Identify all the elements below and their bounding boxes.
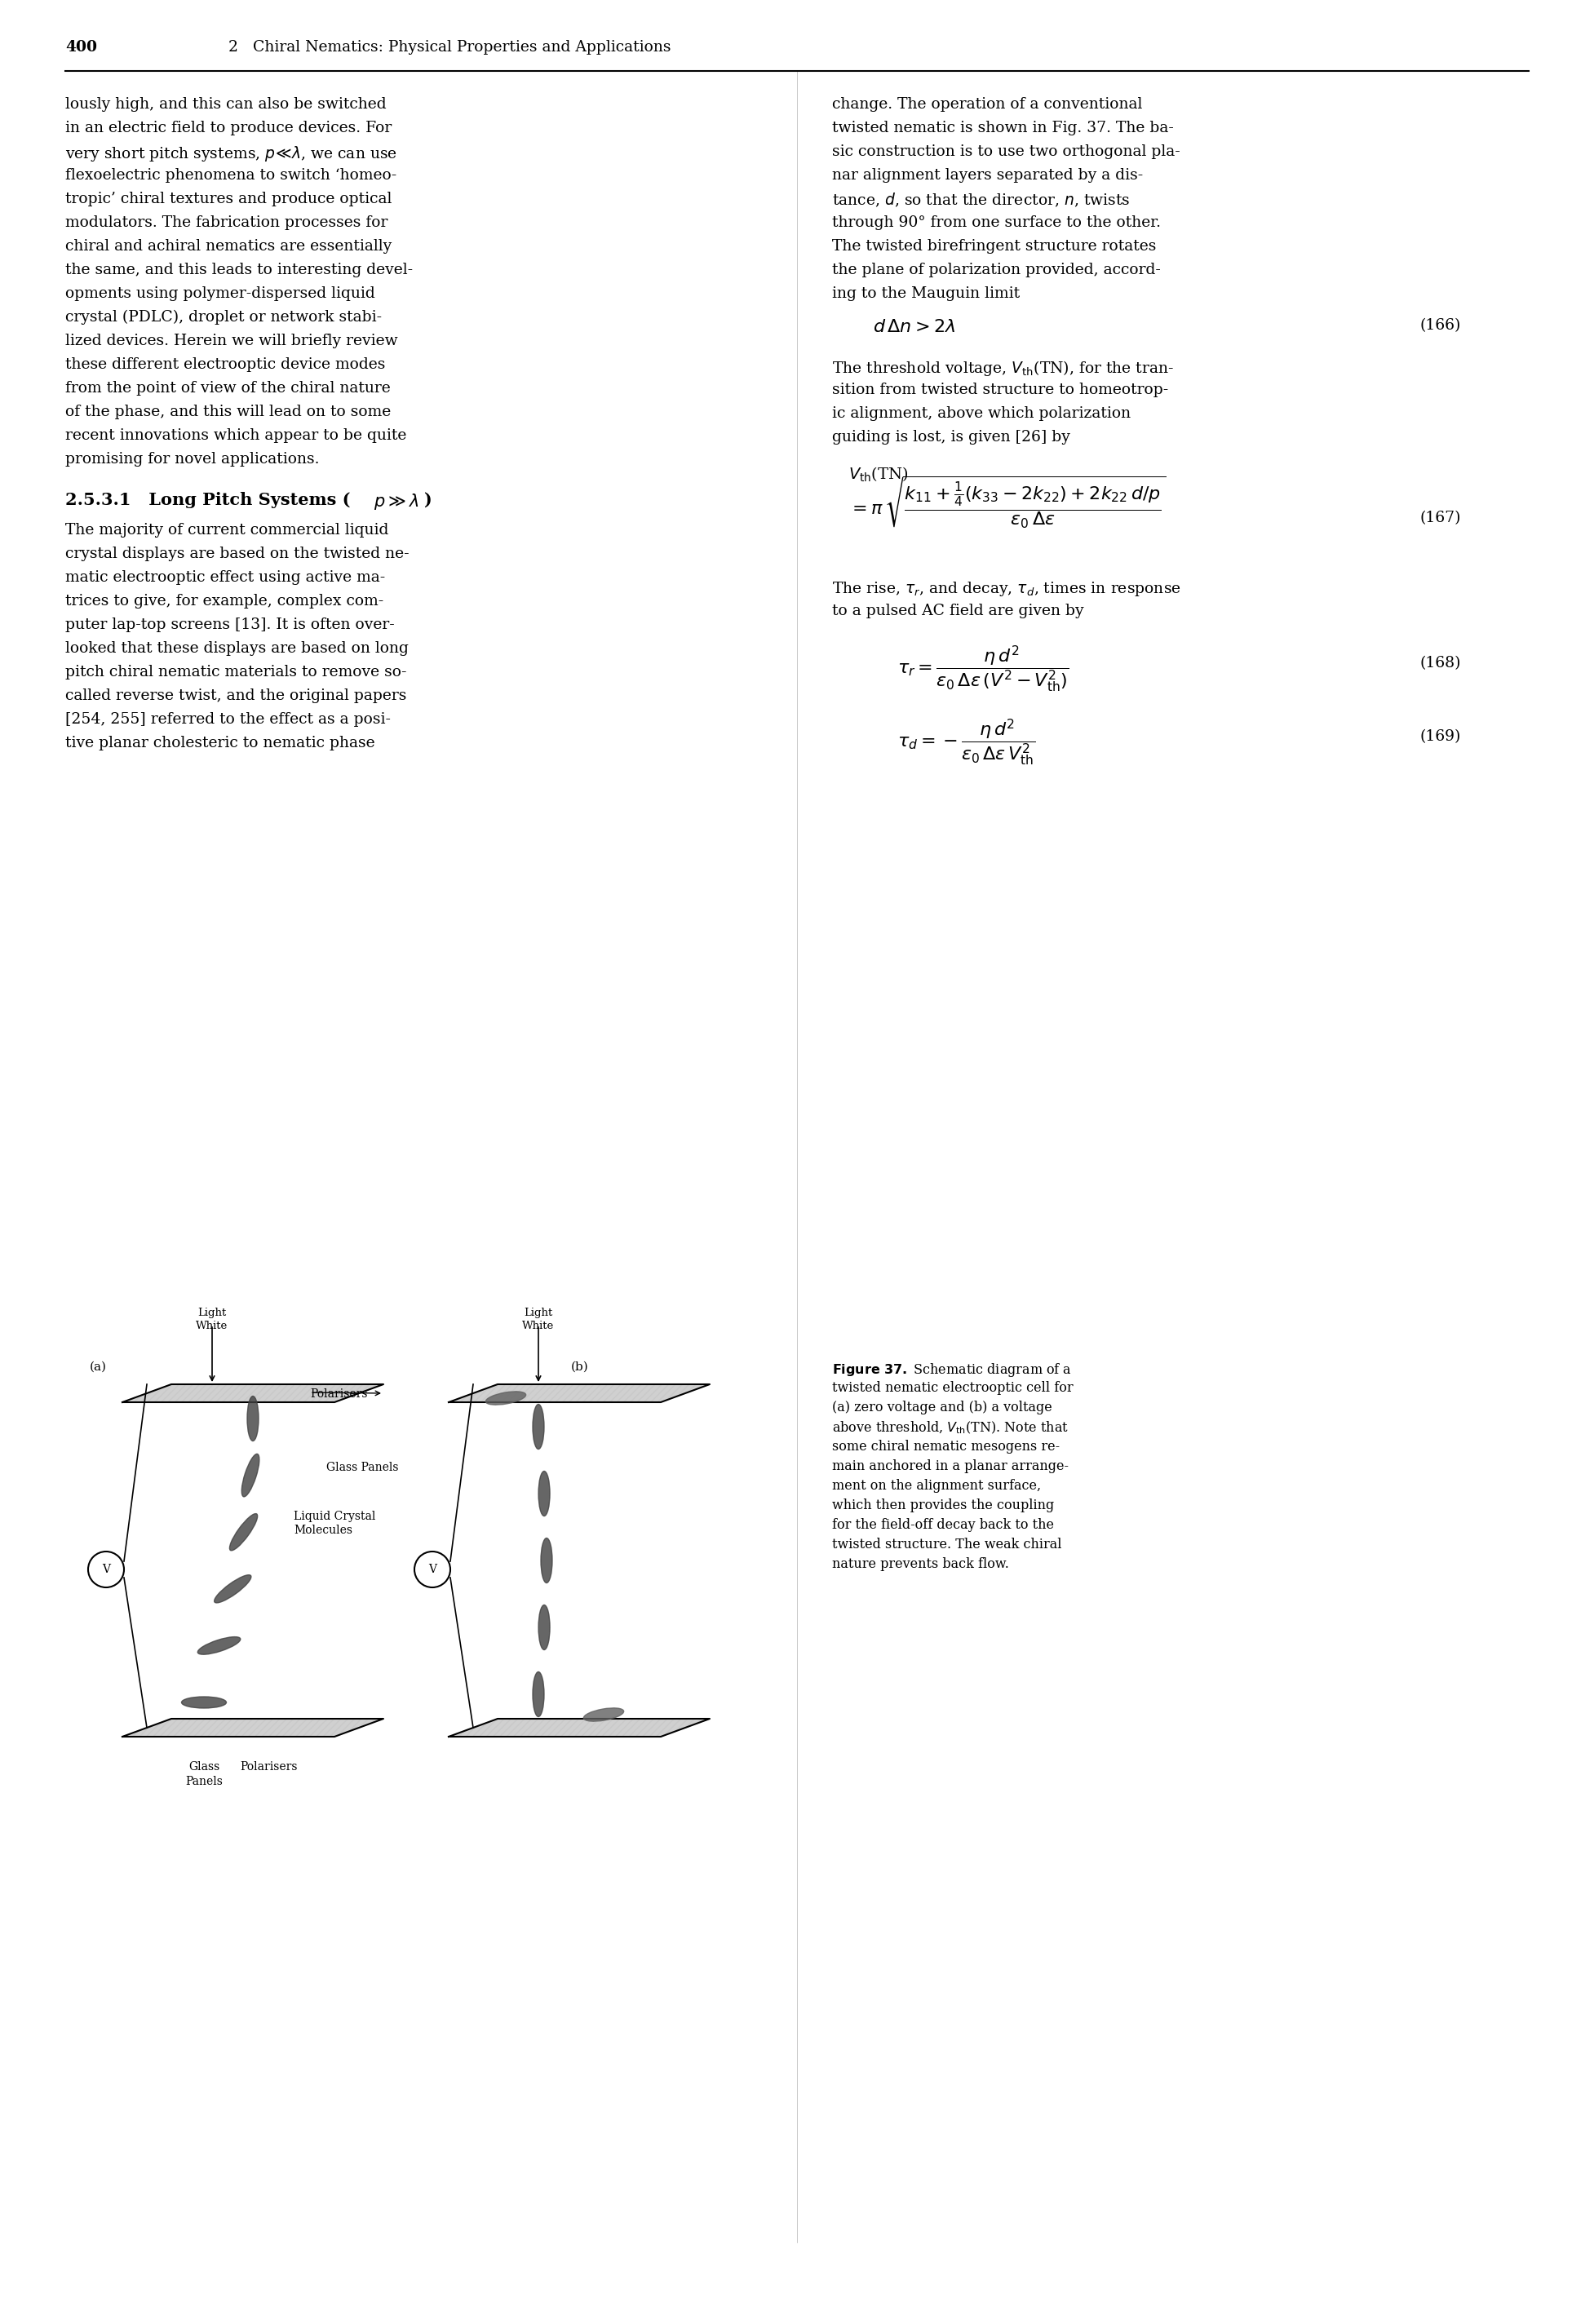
Polygon shape — [448, 1720, 709, 1736]
Text: in an electric field to produce devices. For: in an electric field to produce devices.… — [65, 121, 392, 135]
Text: (a): (a) — [89, 1362, 107, 1373]
Text: modulators. The fabrication processes for: modulators. The fabrication processes fo… — [65, 216, 387, 230]
Text: twisted nematic is shown in Fig. 37. The ba-: twisted nematic is shown in Fig. 37. The… — [832, 121, 1173, 135]
Text: ing to the Mauguin limit: ing to the Mauguin limit — [832, 286, 1020, 302]
Ellipse shape — [532, 1404, 544, 1450]
Text: the plane of polarization provided, accord-: the plane of polarization provided, acco… — [832, 263, 1160, 277]
Text: Light: Light — [198, 1308, 226, 1318]
Ellipse shape — [486, 1392, 526, 1404]
Text: Light: Light — [524, 1308, 553, 1318]
Text: to a pulsed AC field are given by: to a pulsed AC field are given by — [832, 604, 1084, 618]
Text: Polarisers: Polarisers — [309, 1387, 368, 1399]
Text: The threshold voltage, $V_{\rm th}$(TN), for the tran-: The threshold voltage, $V_{\rm th}$(TN),… — [832, 358, 1175, 379]
Text: pitch chiral nematic materials to remove so-: pitch chiral nematic materials to remove… — [65, 665, 406, 679]
Text: matic electrooptic effect using active ma-: matic electrooptic effect using active m… — [65, 569, 386, 586]
Text: 2.5.3.1   Long Pitch Systems (: 2.5.3.1 Long Pitch Systems ( — [65, 493, 351, 509]
Text: $\mathbf{Figure\ 37.}$ Schematic diagram of a: $\mathbf{Figure\ 37.}$ Schematic diagram… — [832, 1362, 1071, 1378]
Text: sic construction is to use two orthogonal pla-: sic construction is to use two orthogona… — [832, 144, 1180, 158]
Text: $\tau_d = -\dfrac{\eta\,d^2}{\varepsilon_0\,\Delta\varepsilon\,V_{\rm th}^2}$: $\tau_d = -\dfrac{\eta\,d^2}{\varepsilon… — [897, 718, 1036, 767]
Text: (a) zero voltage and (b) a voltage: (a) zero voltage and (b) a voltage — [832, 1401, 1052, 1415]
Text: (167): (167) — [1419, 511, 1460, 525]
Text: (b): (b) — [571, 1362, 588, 1373]
Text: The majority of current commercial liquid: The majority of current commercial liqui… — [65, 523, 389, 537]
Ellipse shape — [182, 1697, 226, 1708]
Text: recent innovations which appear to be quite: recent innovations which appear to be qu… — [65, 428, 406, 444]
Text: Liquid Crystal: Liquid Crystal — [293, 1511, 376, 1522]
Text: change. The operation of a conventional: change. The operation of a conventional — [832, 98, 1143, 112]
Text: some chiral nematic mesogens re-: some chiral nematic mesogens re- — [832, 1441, 1060, 1452]
Text: ): ) — [424, 493, 432, 509]
Text: looked that these displays are based on long: looked that these displays are based on … — [65, 641, 408, 655]
Text: chiral and achiral nematics are essentially: chiral and achiral nematics are essentia… — [65, 239, 392, 253]
Text: nature prevents back flow.: nature prevents back flow. — [832, 1557, 1009, 1571]
Text: which then provides the coupling: which then provides the coupling — [832, 1499, 1054, 1513]
Text: lously high, and this can also be switched: lously high, and this can also be switch… — [65, 98, 386, 112]
Text: The twisted birefringent structure rotates: The twisted birefringent structure rotat… — [832, 239, 1156, 253]
Text: the same, and this leads to interesting devel-: the same, and this leads to interesting … — [65, 263, 413, 277]
Ellipse shape — [540, 1538, 552, 1583]
Text: Panels: Panels — [185, 1776, 223, 1787]
Text: White: White — [196, 1320, 228, 1332]
Text: main anchored in a planar arrange-: main anchored in a planar arrange- — [832, 1459, 1068, 1473]
Text: through 90° from one surface to the other.: through 90° from one surface to the othe… — [832, 216, 1160, 230]
Text: $= \pi\,\sqrt{\dfrac{k_{11} + \frac{1}{4}(k_{33}-2k_{22})+2k_{22}\,d/p}{\varepsi: $= \pi\,\sqrt{\dfrac{k_{11} + \frac{1}{4… — [848, 474, 1165, 530]
Text: (169): (169) — [1419, 730, 1460, 744]
Ellipse shape — [583, 1708, 623, 1722]
Polygon shape — [123, 1385, 384, 1401]
Ellipse shape — [214, 1576, 252, 1604]
Text: Glass Panels: Glass Panels — [327, 1462, 398, 1473]
Text: $d\,\Delta n > 2\lambda$: $d\,\Delta n > 2\lambda$ — [874, 318, 955, 337]
Text: twisted nematic electrooptic cell for: twisted nematic electrooptic cell for — [832, 1380, 1073, 1394]
Text: Molecules: Molecules — [293, 1525, 352, 1536]
Text: for the field-off decay back to the: for the field-off decay back to the — [832, 1518, 1054, 1532]
Text: $\tau_r = \dfrac{\eta\,d^2}{\varepsilon_0\,\Delta\varepsilon\,(V^2 - V_{\rm th}^: $\tau_r = \dfrac{\eta\,d^2}{\varepsilon_… — [897, 644, 1070, 695]
Text: above threshold, $V_{\rm th}$(TN). Note that: above threshold, $V_{\rm th}$(TN). Note … — [832, 1420, 1068, 1436]
Text: [254, 255] referred to the effect as a posi-: [254, 255] referred to the effect as a p… — [65, 711, 391, 727]
Text: very short pitch systems, $p\!\ll\!\lambda$, we can use: very short pitch systems, $p\!\ll\!\lamb… — [65, 144, 397, 163]
Ellipse shape — [539, 1471, 550, 1515]
Text: tive planar cholesteric to nematic phase: tive planar cholesteric to nematic phase — [65, 737, 375, 751]
Ellipse shape — [539, 1606, 550, 1650]
Text: (168): (168) — [1419, 655, 1460, 672]
Text: called reverse twist, and the original papers: called reverse twist, and the original p… — [65, 688, 406, 704]
Text: these different electrooptic device modes: these different electrooptic device mode… — [65, 358, 386, 372]
Polygon shape — [448, 1385, 709, 1401]
Text: tance, $d$, so that the director, $n$, twists: tance, $d$, so that the director, $n$, t… — [832, 191, 1130, 209]
Text: Glass: Glass — [188, 1762, 220, 1773]
Text: ic alignment, above which polarization: ic alignment, above which polarization — [832, 407, 1130, 421]
Text: Polarisers: Polarisers — [241, 1762, 298, 1773]
Text: $V_{\rm th}$(TN): $V_{\rm th}$(TN) — [848, 465, 909, 483]
Text: ment on the alignment surface,: ment on the alignment surface, — [832, 1478, 1041, 1492]
Text: nar alignment layers separated by a dis-: nar alignment layers separated by a dis- — [832, 167, 1143, 184]
Text: twisted structure. The weak chiral: twisted structure. The weak chiral — [832, 1538, 1062, 1552]
Ellipse shape — [230, 1513, 258, 1550]
Text: (166): (166) — [1419, 318, 1460, 332]
Text: flexoelectric phenomena to switch ‘homeo-: flexoelectric phenomena to switch ‘homeo… — [65, 167, 397, 184]
Ellipse shape — [242, 1455, 260, 1497]
Text: White: White — [523, 1320, 555, 1332]
Text: sition from twisted structure to homeotrop-: sition from twisted structure to homeotr… — [832, 383, 1168, 397]
Text: from the point of view of the chiral nature: from the point of view of the chiral nat… — [65, 381, 391, 395]
Ellipse shape — [198, 1636, 241, 1655]
Text: crystal displays are based on the twisted ne-: crystal displays are based on the twiste… — [65, 546, 410, 560]
Text: of the phase, and this will lead on to some: of the phase, and this will lead on to s… — [65, 404, 391, 418]
Text: $p\gg\lambda$: $p\gg\lambda$ — [373, 493, 419, 511]
Text: guiding is lost, is given [26] by: guiding is lost, is given [26] by — [832, 430, 1070, 444]
Polygon shape — [123, 1720, 384, 1736]
Text: promising for novel applications.: promising for novel applications. — [65, 451, 319, 467]
Text: The rise, $\tau_r$, and decay, $\tau_d$, times in response: The rise, $\tau_r$, and decay, $\tau_d$,… — [832, 581, 1181, 597]
Text: 2   Chiral Nematics: Physical Properties and Applications: 2 Chiral Nematics: Physical Properties a… — [228, 40, 671, 56]
Text: trices to give, for example, complex com-: trices to give, for example, complex com… — [65, 595, 384, 609]
Text: V: V — [429, 1564, 437, 1576]
Text: crystal (PDLC), droplet or network stabi-: crystal (PDLC), droplet or network stabi… — [65, 309, 383, 325]
Text: puter lap-top screens [13]. It is often over-: puter lap-top screens [13]. It is often … — [65, 618, 395, 632]
Ellipse shape — [247, 1397, 258, 1441]
Ellipse shape — [532, 1671, 544, 1717]
Text: lized devices. Herein we will briefly review: lized devices. Herein we will briefly re… — [65, 335, 398, 349]
Text: 400: 400 — [65, 40, 97, 56]
Text: tropic’ chiral textures and produce optical: tropic’ chiral textures and produce opti… — [65, 191, 392, 207]
Text: V: V — [102, 1564, 110, 1576]
Text: opments using polymer-dispersed liquid: opments using polymer-dispersed liquid — [65, 286, 375, 302]
